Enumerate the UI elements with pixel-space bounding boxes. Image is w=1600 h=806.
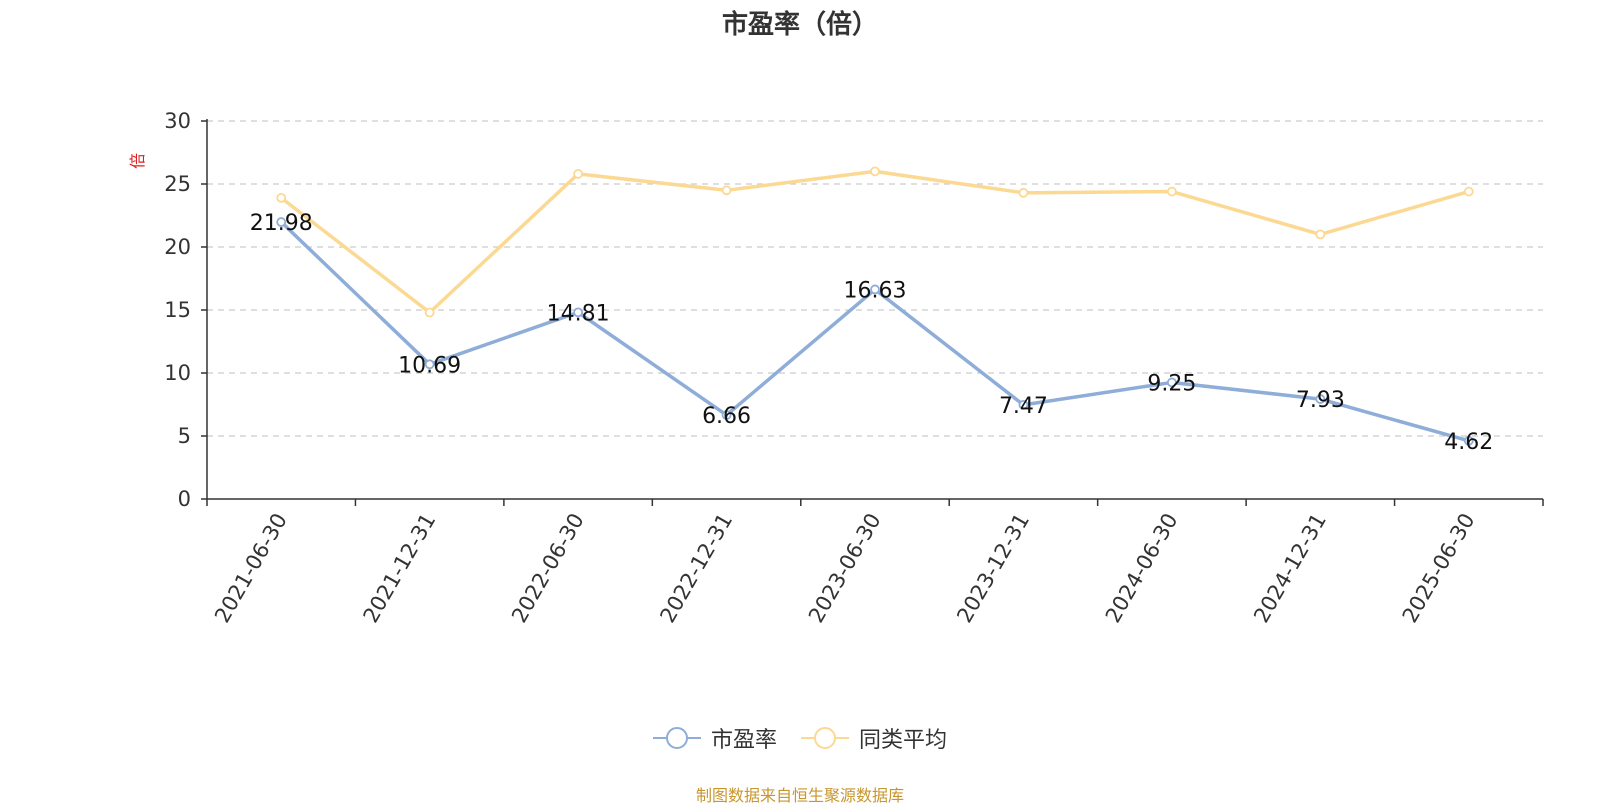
x-tick-label-8: 2025-06-30 bbox=[1398, 509, 1480, 627]
series-1-point-7[interactable] bbox=[1315, 229, 1326, 240]
data-labels: 21.98 10.69 14.81 6.66 16.63 7.47 9.25 7.93 4.62 bbox=[250, 211, 1494, 455]
series-0-point-5[interactable] bbox=[1018, 399, 1029, 410]
data-label-8: 4.62 bbox=[1444, 430, 1493, 455]
x-tick-label-3: 2022-12-31 bbox=[655, 509, 737, 627]
series-1-point-2[interactable] bbox=[573, 169, 584, 179]
legend-item-peer-average[interactable]: 同类平均 bbox=[801, 722, 947, 754]
series-0-point-7[interactable] bbox=[1315, 394, 1326, 404]
data-label-7: 7.93 bbox=[1296, 388, 1345, 413]
series-0-point-0[interactable] bbox=[276, 217, 287, 227]
x-tick-label-5: 2023-12-31 bbox=[952, 509, 1034, 627]
y-tick-label-6: 30 bbox=[164, 109, 191, 133]
x-tick-label-0: 2021-06-30 bbox=[210, 509, 292, 627]
data-label-3: 6.66 bbox=[702, 404, 751, 429]
legend-swatch-pe bbox=[652, 727, 701, 749]
series-1-point-8[interactable] bbox=[1463, 186, 1474, 197]
y-axis-label: 倍 bbox=[128, 153, 147, 169]
x-tick-label-7: 2024-12-31 bbox=[1249, 509, 1331, 627]
series-0-point-4[interactable] bbox=[870, 284, 880, 295]
series-line-0 bbox=[280, 220, 1470, 443]
axes: 0 5 10 15 20 25 30 倍 2021-06-30 2021-12-31 2022-06… bbox=[128, 109, 1544, 627]
legend-item-pe[interactable]: 市盈率 bbox=[652, 722, 777, 754]
legend-label-peer-average: 同类平均 bbox=[859, 728, 948, 753]
y-tick-label-0: 0 bbox=[178, 487, 191, 511]
series-1-point-5[interactable] bbox=[1018, 187, 1029, 198]
series-0-point-2[interactable] bbox=[573, 307, 584, 318]
y-tick-label-3: 15 bbox=[164, 298, 191, 322]
series-1-point-6[interactable] bbox=[1166, 186, 1177, 197]
x-tick-label-4: 2023-06-30 bbox=[804, 509, 886, 627]
data-label-2: 14.81 bbox=[547, 301, 610, 326]
data-label-5: 7.47 bbox=[999, 394, 1048, 419]
source-note: 制图数据来自恒生聚源数据库 bbox=[695, 786, 904, 805]
x-tick-label-6: 2024-06-30 bbox=[1101, 509, 1183, 627]
series-1-point-1[interactable] bbox=[424, 307, 435, 318]
series-0-point-6[interactable] bbox=[1166, 377, 1177, 388]
data-label-4: 16.63 bbox=[844, 278, 907, 303]
legend: 市盈率 同类平均 bbox=[0, 722, 1600, 754]
data-label-0: 21.98 bbox=[250, 211, 313, 236]
y-tick-label-5: 25 bbox=[164, 172, 191, 196]
x-tick-label-2: 2022-06-30 bbox=[507, 509, 589, 627]
y-tick-label-2: 10 bbox=[164, 361, 191, 385]
series-0-point-1[interactable] bbox=[424, 359, 435, 370]
series-lines bbox=[276, 166, 1474, 446]
x-tick-label-1: 2021-12-31 bbox=[359, 509, 441, 627]
series-1-point-4[interactable] bbox=[870, 166, 880, 177]
series-0-point-3[interactable] bbox=[721, 410, 732, 420]
y-tick-label-4: 20 bbox=[164, 235, 191, 259]
legend-swatch-peer-average bbox=[801, 727, 849, 749]
y-tick-label-1: 5 bbox=[178, 424, 191, 448]
legend-label-pe: 市盈率 bbox=[710, 728, 777, 753]
chart-title: 市盈率（倍） bbox=[721, 10, 878, 40]
data-label-6: 9.25 bbox=[1147, 371, 1196, 396]
data-label-1: 10.69 bbox=[398, 353, 461, 378]
series-1-point-3[interactable] bbox=[721, 185, 732, 196]
series-1-point-0[interactable] bbox=[276, 192, 287, 203]
series-0-point-8[interactable] bbox=[1463, 435, 1474, 446]
